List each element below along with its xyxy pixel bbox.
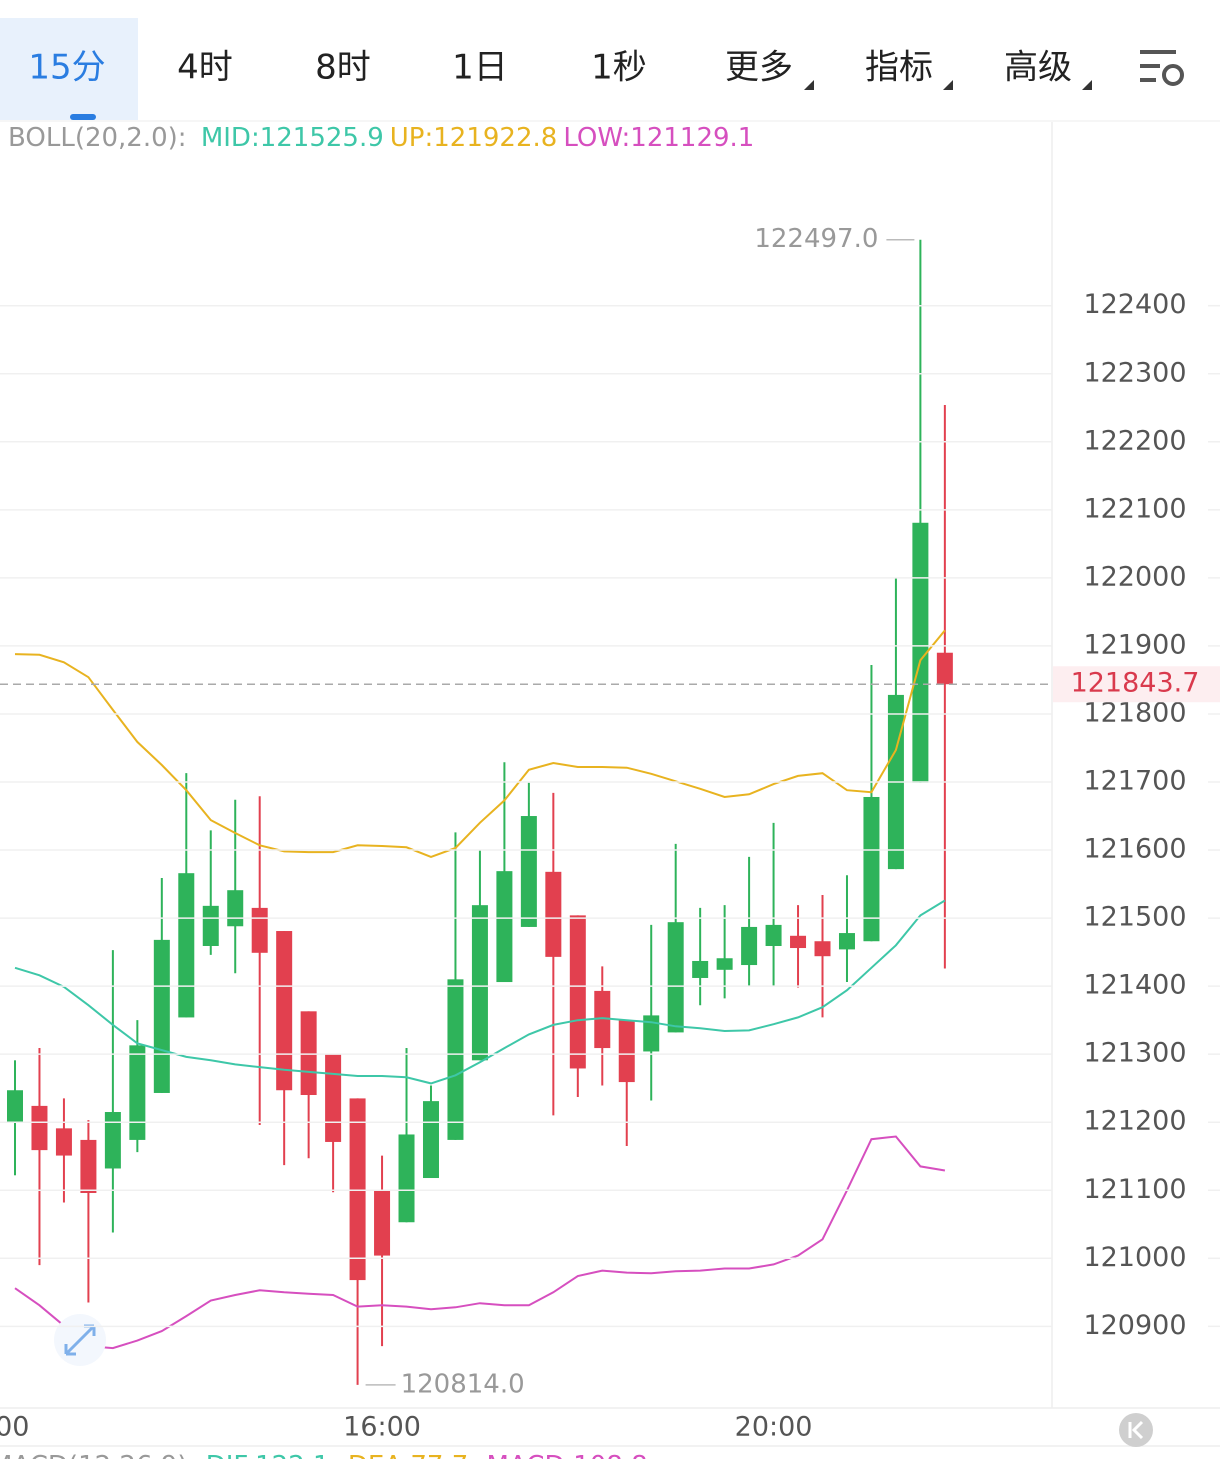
candle-body	[178, 873, 195, 1018]
candle-body	[471, 905, 488, 1061]
candle-body	[227, 890, 244, 927]
last-price-label: 121843.7	[1071, 668, 1200, 699]
candle-body	[618, 1020, 635, 1083]
dropdown-arrow	[1082, 80, 1092, 90]
y-tick-label: 122200	[1083, 425, 1186, 456]
candle-body	[374, 1189, 391, 1256]
boll-line	[14, 1135, 946, 1350]
footer-indicator-item: DIF:122.1	[206, 1451, 330, 1459]
footer-indicator-item: DEA:77.7	[348, 1451, 468, 1459]
legend-entry: MID:121525.9	[201, 123, 384, 153]
candle-body	[912, 522, 929, 783]
tab[interactable]: 1日	[452, 48, 508, 88]
candle-body	[55, 1128, 72, 1156]
candle-body	[692, 960, 709, 978]
y-tick-label: 122300	[1083, 357, 1186, 388]
y-tick-label: 121700	[1083, 766, 1186, 797]
candle-body	[153, 939, 170, 1093]
y-tick-label: 121600	[1083, 834, 1186, 865]
candle-body	[790, 935, 807, 949]
plot-area	[7, 239, 953, 1385]
legend-entry: UP:121922.8	[390, 123, 558, 153]
candle-body	[936, 652, 953, 685]
candle-body	[349, 1098, 366, 1281]
footer-indicator-label: MACD(12,26,9)	[0, 1451, 187, 1459]
candle-body	[422, 1101, 439, 1179]
y-tick-label: 122400	[1083, 289, 1186, 320]
y-tick-label: 121100	[1083, 1174, 1186, 1205]
candle-body	[129, 1045, 146, 1140]
y-tick-label: 121900	[1083, 629, 1186, 660]
candle-body	[594, 990, 611, 1049]
candle-body	[496, 871, 513, 983]
candle-body	[863, 796, 880, 942]
scroll-latest-button[interactable]	[1119, 1413, 1153, 1447]
candle-body	[31, 1105, 48, 1151]
candle-body	[765, 924, 782, 946]
boll-line	[14, 899, 946, 1085]
candle-body	[569, 915, 586, 1069]
x-tick-label: 20:00	[735, 1412, 813, 1443]
y-tick-label: 121300	[1083, 1038, 1186, 1069]
candle-body	[741, 926, 758, 966]
candle-body	[276, 931, 293, 1091]
dropdown-arrow	[943, 80, 953, 90]
candle-body	[7, 1090, 23, 1123]
tab[interactable]: 8时	[315, 48, 371, 88]
footer-indicator-item: MACD:108.8	[487, 1451, 648, 1459]
y-tick-label: 122100	[1083, 493, 1186, 524]
candle-body	[545, 871, 562, 957]
candle-body	[838, 933, 855, 950]
candle-body	[202, 905, 219, 946]
candle-body	[643, 1015, 660, 1052]
candle-body	[251, 907, 268, 953]
footer-indicator: MACD(12,26,9) DIF:122.1 DEA:77.7 MACD:10…	[0, 1451, 648, 1459]
candle-body	[300, 1011, 317, 1096]
candle-body	[104, 1112, 121, 1169]
tab[interactable]: 更多	[725, 48, 793, 88]
tab[interactable]: 指标	[865, 48, 933, 88]
active-tab-indicator	[70, 114, 96, 120]
candle-body	[814, 941, 831, 957]
annotation-label: 120814.0	[401, 1369, 525, 1399]
indicator-label: BOLL(20,2.0):	[8, 123, 187, 153]
y-tick-label: 121800	[1083, 697, 1186, 728]
candle-body	[447, 979, 464, 1140]
y-tick-label: 120900	[1083, 1310, 1186, 1341]
y-tick-label: 122000	[1083, 561, 1186, 592]
tab[interactable]: 15分	[28, 48, 105, 88]
candle-body	[398, 1134, 415, 1223]
candle-body	[520, 816, 537, 927]
candle-body	[716, 958, 733, 970]
settings-icon[interactable]	[1140, 50, 1184, 86]
active-tab-bg	[0, 18, 138, 120]
y-tick-label: 121500	[1083, 902, 1186, 933]
tab[interactable]: 高级	[1004, 48, 1072, 88]
candle-body	[667, 922, 684, 1033]
annotation-label: 122497.0	[754, 224, 878, 254]
indicator-legend: BOLL(20,2.0): MID:121525.9 UP:121922.8 LOW…	[8, 123, 754, 153]
candle-body	[325, 1053, 342, 1142]
y-tick-label: 121200	[1083, 1106, 1186, 1137]
y-tick-label: 121000	[1083, 1242, 1186, 1273]
tab[interactable]: 1秒	[591, 48, 647, 88]
candle-body	[80, 1139, 97, 1193]
expand-button[interactable]	[54, 1314, 106, 1366]
tab[interactable]: 4时	[177, 48, 233, 88]
y-tick-label: 121400	[1083, 970, 1186, 1001]
x-tick-label: 12:00	[0, 1412, 29, 1443]
boll-line	[14, 629, 946, 858]
legend-entry: LOW:121129.1	[563, 123, 754, 153]
last-price-bg	[1053, 666, 1220, 703]
dropdown-arrow	[804, 80, 814, 90]
x-tick-label: 16:00	[343, 1412, 421, 1443]
